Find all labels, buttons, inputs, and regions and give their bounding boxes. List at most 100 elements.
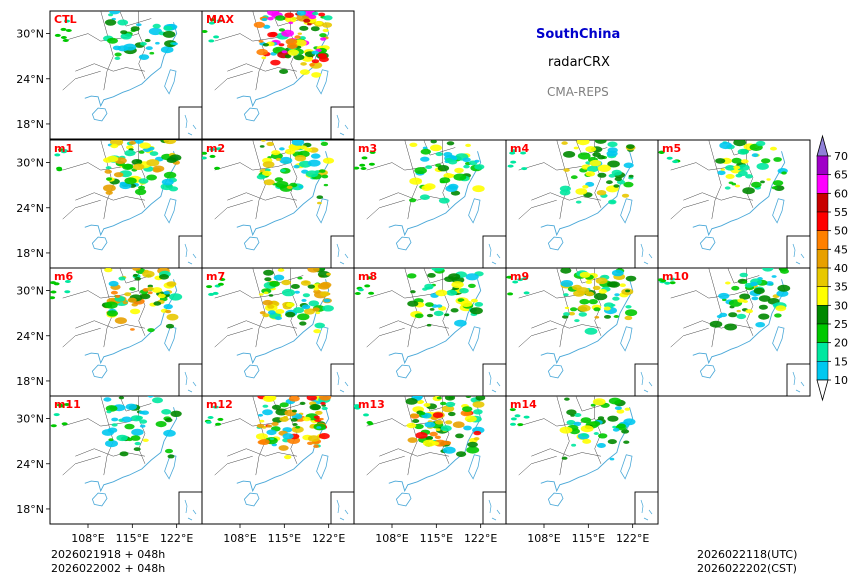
radar-echo [756, 140, 766, 147]
map-panel-m11: m11 [49, 395, 203, 525]
province-boundary [119, 268, 152, 284]
radar-echo [160, 46, 174, 54]
radar-echo [138, 150, 145, 154]
radar-echo [425, 302, 434, 307]
radar-echo [263, 24, 271, 29]
radar-echo [132, 163, 145, 170]
radar-echo [426, 313, 434, 318]
colorbar-box [816, 361, 829, 381]
radar-echo [575, 200, 582, 204]
radar-echo [212, 291, 219, 295]
taiwan-island [316, 326, 329, 352]
inset-coastline [488, 499, 501, 521]
radar-echo [761, 158, 771, 164]
radar-echo [672, 160, 679, 164]
radar-echo [510, 417, 517, 421]
radar-echo [745, 309, 753, 314]
radar-echo [279, 402, 289, 408]
radar-echo [290, 284, 300, 289]
radar-echo [294, 155, 307, 162]
radar-echo [320, 141, 329, 146]
radar-echo [313, 329, 321, 334]
radar-echo [608, 281, 620, 288]
radar-echo [626, 144, 635, 150]
radar-echo [113, 172, 124, 178]
radar-echo [509, 408, 516, 412]
radar-echo [733, 140, 747, 147]
radar-echo [619, 283, 626, 288]
inset-coastline [336, 371, 349, 393]
radar-echo [142, 438, 149, 442]
province-boundary [518, 199, 557, 220]
radar-echo [359, 163, 366, 167]
south-china-sea-inset [634, 235, 658, 268]
radar-echo [758, 304, 768, 310]
radar-echo [64, 19, 70, 23]
radar-echo [114, 317, 127, 324]
radar-echo [319, 140, 325, 142]
province-boundary [214, 199, 253, 220]
province-boundary [62, 455, 101, 476]
radar-echo [597, 416, 605, 420]
radar-echo [658, 150, 665, 154]
radar-echo [164, 418, 173, 423]
hainan-island [547, 236, 564, 251]
radar-echo [510, 149, 517, 153]
radar-echo [462, 406, 473, 412]
radar-echo [132, 273, 139, 277]
radar-echo [261, 17, 268, 22]
radar-echo [138, 410, 145, 415]
radar-echo [255, 433, 268, 440]
radar-echo [111, 417, 119, 422]
radar-echo [144, 38, 151, 43]
radar-echo [410, 413, 417, 418]
radar-echo [61, 149, 68, 153]
radar-echo [660, 279, 667, 283]
radar-echo [780, 268, 789, 274]
radar-echo [118, 396, 125, 400]
radar-echo [709, 320, 723, 328]
radar-echo [313, 415, 320, 419]
lat-tick-label: 18°N [16, 118, 44, 131]
radar-echo [364, 284, 371, 288]
radar-echo [452, 421, 465, 429]
radar-echo [131, 159, 143, 165]
radar-echo [147, 284, 153, 288]
radar-echo [593, 292, 608, 301]
radar-echo [507, 164, 514, 168]
radar-echo [585, 171, 596, 177]
radar-echo [305, 170, 319, 178]
radar-echo [468, 283, 476, 288]
hainan-island [243, 492, 260, 507]
radar-echo [162, 30, 176, 38]
radar-echo [124, 423, 135, 430]
radar-echo [284, 12, 295, 18]
taiwan-island [164, 454, 177, 480]
radar-echo [103, 184, 116, 192]
radar-echo [517, 423, 524, 427]
radar-echo [279, 69, 289, 74]
radar-echo [283, 415, 288, 419]
radar-echo [745, 174, 753, 179]
colorbar-box [816, 286, 829, 306]
radar-echo [736, 309, 741, 313]
map-panel-m8: m8 [353, 267, 507, 397]
radar-echo [354, 404, 360, 408]
province-boundary [531, 192, 602, 201]
inset-coastline [640, 243, 653, 265]
radar-echo [608, 397, 622, 405]
radar-echo [406, 422, 417, 429]
radar-echo [107, 427, 118, 433]
radar-echo [163, 171, 177, 179]
taiwan-island [316, 69, 329, 95]
radar-echo [439, 177, 451, 184]
radar-echo [53, 282, 60, 286]
radar-echo [606, 150, 618, 157]
radar-echo [509, 151, 516, 155]
taiwan-island [316, 454, 329, 480]
radar-echo [104, 268, 113, 273]
radar-echo [62, 39, 69, 42]
radar-echo [580, 417, 592, 424]
radar-echo [138, 54, 150, 60]
radar-echo [588, 299, 598, 305]
